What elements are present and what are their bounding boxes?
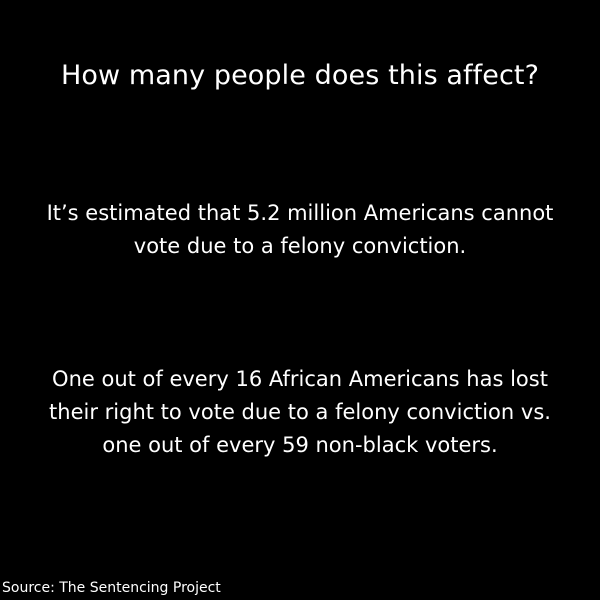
paragraph-2-line-1: One out of every 16 African Americans ha… xyxy=(52,367,548,391)
paragraph-1-line-2: vote due to a felony conviction. xyxy=(133,234,467,258)
paragraph-2-line-3: one out of every 59 non-black voters. xyxy=(102,433,498,457)
paragraph-1-line-1: It’s estimated that 5.2 million American… xyxy=(46,201,554,225)
statistic-paragraph-2: One out of every 16 African Americans ha… xyxy=(0,363,600,462)
source-credit: Source: The Sentencing Project xyxy=(2,580,221,596)
statistic-paragraph-1: It’s estimated that 5.2 million American… xyxy=(0,197,600,263)
paragraph-2-line-2: their right to vote due to a felony conv… xyxy=(49,400,551,424)
slide-heading: How many people does this affect? xyxy=(60,60,540,91)
